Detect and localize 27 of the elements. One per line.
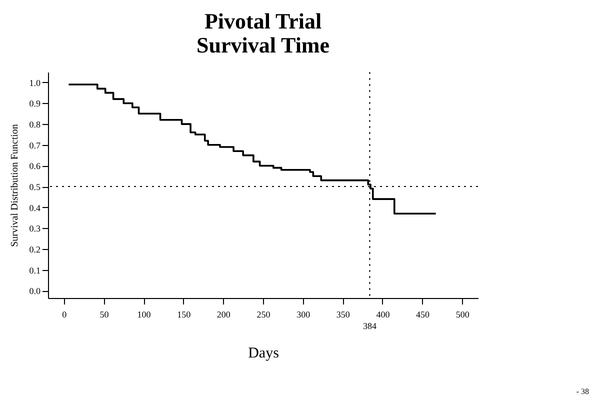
- x-tick-label: 150: [177, 310, 192, 320]
- y-axis-title: Survival Distribution Function: [9, 124, 20, 247]
- x-tick-label: 250: [256, 310, 271, 320]
- text: - 38: [576, 387, 589, 396]
- y-tick-label: 0.6: [29, 161, 41, 172]
- x-tick-label: 350: [336, 310, 350, 320]
- x-tick-label: 50: [100, 310, 110, 320]
- y-tick-label: 0.9: [29, 98, 41, 109]
- y-tick-label: 0.7: [29, 140, 41, 150]
- y-tick-label: 0.8: [29, 120, 41, 130]
- y-tick-label: 0.3: [29, 224, 41, 234]
- x-tick-label: 100: [137, 310, 152, 320]
- y-tick-label: 0.1: [29, 265, 40, 276]
- y-tick-label: 0.0: [29, 286, 41, 296]
- x-axis-title: Days: [248, 346, 280, 362]
- x-tick-label: 450: [416, 310, 430, 320]
- chart-title: Pivotal Trial Survival Time: [196, 8, 330, 58]
- x-tick-label: 0: [62, 310, 68, 320]
- x-tick-label: 500: [456, 310, 470, 320]
- y-tick-label: 1.0: [29, 78, 41, 88]
- ref-line-label: 384: [362, 321, 377, 331]
- y-tick-label: 0.5: [29, 182, 41, 192]
- x-tick-label: 400: [376, 310, 390, 320]
- x-tick-label: 200: [216, 310, 231, 320]
- y-tick-label: 0.4: [29, 202, 41, 213]
- x-tick-label: 300: [296, 310, 311, 320]
- y-tick-label: 0.2: [29, 244, 40, 255]
